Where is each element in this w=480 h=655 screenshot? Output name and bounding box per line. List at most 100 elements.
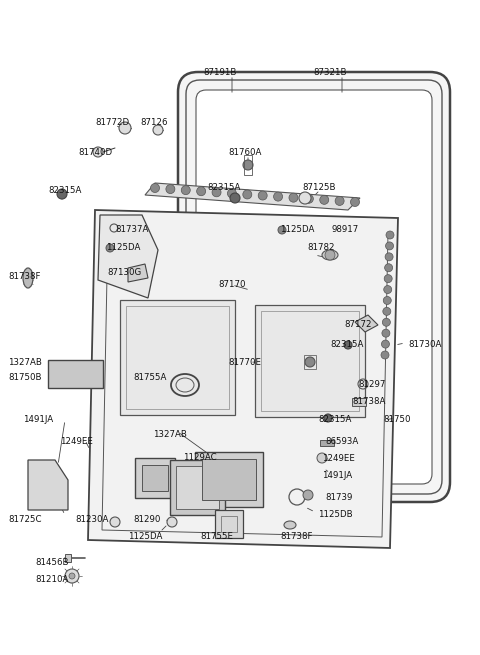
Bar <box>261 311 359 411</box>
Text: 81738F: 81738F <box>8 272 40 281</box>
Circle shape <box>350 198 360 206</box>
Text: 1125DB: 1125DB <box>318 510 353 519</box>
Text: 1327AB: 1327AB <box>8 358 42 367</box>
Circle shape <box>384 286 392 293</box>
Circle shape <box>258 191 267 200</box>
Circle shape <box>384 274 392 283</box>
Circle shape <box>299 192 311 204</box>
Text: 87130G: 87130G <box>107 268 141 277</box>
Text: 81755E: 81755E <box>200 532 233 541</box>
Circle shape <box>382 329 390 337</box>
Circle shape <box>384 264 393 272</box>
Bar <box>244 155 252 175</box>
Circle shape <box>381 351 389 359</box>
Text: 81760A: 81760A <box>228 148 262 157</box>
Text: 81725C: 81725C <box>8 515 41 524</box>
Text: 1125DA: 1125DA <box>106 243 140 252</box>
Bar <box>304 355 316 369</box>
Circle shape <box>230 193 240 203</box>
Circle shape <box>386 231 394 239</box>
Circle shape <box>325 250 335 260</box>
Bar <box>202 459 256 500</box>
Text: 87191B: 87191B <box>204 68 237 77</box>
Text: 81770E: 81770E <box>228 358 261 367</box>
Circle shape <box>278 226 286 234</box>
Circle shape <box>385 242 394 250</box>
Bar <box>120 300 235 415</box>
Circle shape <box>274 192 283 201</box>
Circle shape <box>317 453 327 463</box>
Text: 81782: 81782 <box>307 243 335 252</box>
Circle shape <box>57 189 67 199</box>
FancyBboxPatch shape <box>178 72 450 502</box>
Polygon shape <box>28 460 68 510</box>
Text: 82315A: 82315A <box>318 415 351 424</box>
Circle shape <box>167 517 177 527</box>
Text: 81740D: 81740D <box>78 148 112 157</box>
Circle shape <box>181 185 190 195</box>
Circle shape <box>106 244 114 252</box>
Circle shape <box>385 253 393 261</box>
Text: 1491JA: 1491JA <box>322 471 352 480</box>
Text: 98917: 98917 <box>332 225 359 234</box>
Circle shape <box>305 357 315 367</box>
Bar <box>320 440 334 446</box>
Text: 81772D: 81772D <box>95 118 129 127</box>
Text: 81737A: 81737A <box>115 225 148 234</box>
Text: 82315A: 82315A <box>48 186 82 195</box>
Bar <box>170 460 225 515</box>
Text: 81210A: 81210A <box>35 575 68 584</box>
Text: 81297: 81297 <box>358 380 385 389</box>
Bar <box>142 465 168 491</box>
Bar <box>255 305 365 417</box>
Text: 81230A: 81230A <box>75 515 108 524</box>
Circle shape <box>166 185 175 194</box>
Text: 1125DA: 1125DA <box>128 532 162 541</box>
Text: 81738F: 81738F <box>280 532 312 541</box>
Bar <box>135 458 175 498</box>
Ellipse shape <box>23 268 33 288</box>
Circle shape <box>289 193 298 202</box>
Circle shape <box>69 573 75 579</box>
Text: 81730A: 81730A <box>408 340 442 349</box>
Polygon shape <box>98 215 158 298</box>
Ellipse shape <box>284 521 296 529</box>
Text: 81739: 81739 <box>325 493 352 502</box>
Text: 1249EE: 1249EE <box>322 454 355 463</box>
Bar <box>126 306 229 409</box>
Text: 82315A: 82315A <box>207 183 240 192</box>
Circle shape <box>197 187 205 196</box>
Text: 87172: 87172 <box>344 320 372 329</box>
Bar <box>215 510 243 538</box>
Circle shape <box>320 195 329 204</box>
Ellipse shape <box>322 250 338 260</box>
Bar <box>195 452 263 507</box>
Text: 81290: 81290 <box>133 515 160 524</box>
Bar <box>352 398 366 406</box>
Polygon shape <box>145 183 360 210</box>
Circle shape <box>383 297 391 305</box>
Text: 1125DA: 1125DA <box>280 225 314 234</box>
Circle shape <box>243 190 252 199</box>
Bar <box>176 466 219 509</box>
Bar <box>48 360 103 388</box>
Circle shape <box>304 195 313 203</box>
Circle shape <box>93 147 103 157</box>
Circle shape <box>153 125 163 135</box>
Polygon shape <box>128 264 148 282</box>
Text: 1327AB: 1327AB <box>153 430 187 439</box>
Circle shape <box>119 122 131 134</box>
Bar <box>221 516 237 532</box>
Text: 82315A: 82315A <box>330 340 363 349</box>
Text: 81755A: 81755A <box>133 373 167 382</box>
Circle shape <box>65 569 79 583</box>
Text: 87321B: 87321B <box>313 68 347 77</box>
Circle shape <box>151 183 159 193</box>
Circle shape <box>228 189 237 198</box>
Circle shape <box>212 188 221 196</box>
Circle shape <box>110 517 120 527</box>
Text: 87125B: 87125B <box>302 183 336 192</box>
Text: 81750B: 81750B <box>8 373 41 382</box>
Polygon shape <box>88 210 398 548</box>
Circle shape <box>335 196 344 206</box>
